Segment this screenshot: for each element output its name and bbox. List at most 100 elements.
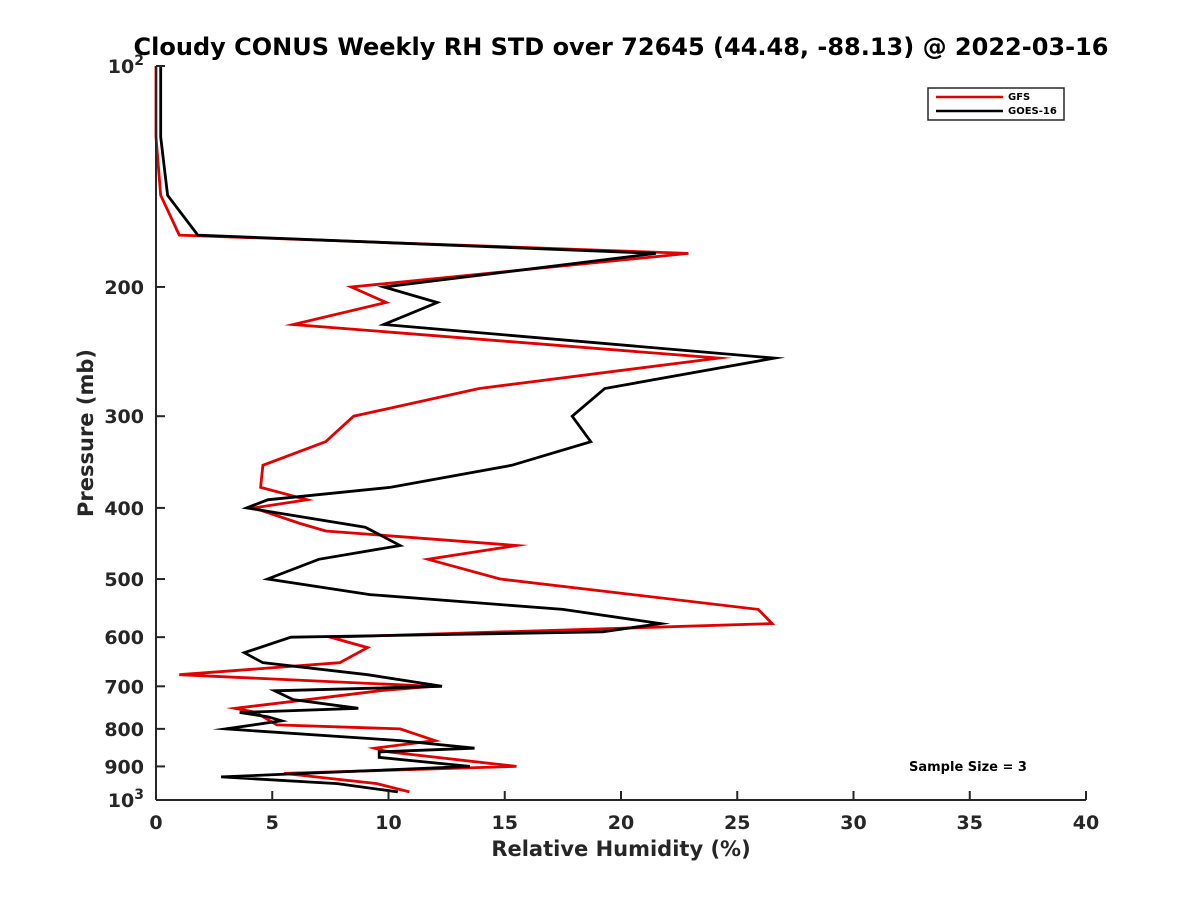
x-tick-label-0: 0 bbox=[149, 812, 162, 834]
y-tick-label-300: 300 bbox=[104, 406, 144, 428]
data-point-gfs-26 bbox=[178, 674, 180, 676]
data-point-goes16-10 bbox=[571, 415, 573, 417]
data-point-goes16-7 bbox=[383, 323, 385, 325]
y-tick-label-1000: 103 bbox=[108, 787, 144, 812]
data-point-gfs-39 bbox=[376, 782, 378, 784]
data-point-gfs-18 bbox=[515, 544, 517, 546]
series-layer bbox=[154, 66, 786, 794]
y-tick-label-400: 400 bbox=[104, 498, 144, 520]
y-tick-label-600: 600 bbox=[104, 627, 144, 649]
data-point-gfs-37 bbox=[515, 765, 517, 767]
data-point-goes16-40 bbox=[469, 765, 471, 767]
data-point-goes16-2 bbox=[166, 194, 168, 196]
data-point-gfs-25 bbox=[339, 662, 341, 664]
chart-title: Cloudy CONUS Weekly RH STD over 72645 (4… bbox=[134, 33, 1109, 61]
x-tick-label-10: 10 bbox=[375, 812, 401, 834]
data-point-goes16-42 bbox=[336, 782, 338, 784]
data-point-goes16-15 bbox=[246, 507, 248, 509]
data-point-goes16-29 bbox=[273, 690, 275, 692]
x-tick-label-40: 40 bbox=[1073, 812, 1099, 834]
data-point-gfs-4 bbox=[687, 252, 689, 254]
x-tick-label-25: 25 bbox=[724, 812, 750, 834]
data-point-goes16-32 bbox=[239, 711, 241, 713]
x-tick-label-15: 15 bbox=[492, 812, 518, 834]
data-point-gfs-9 bbox=[478, 387, 480, 389]
legend-label-gfs: GFS bbox=[1008, 92, 1030, 103]
series-line-goes16 bbox=[159, 66, 786, 794]
data-point-goes16-17 bbox=[399, 544, 401, 546]
data-point-gfs-28 bbox=[378, 690, 380, 692]
data-point-goes16-36 bbox=[399, 739, 401, 741]
data-point-gfs-21 bbox=[757, 608, 759, 610]
data-point-gfs-5 bbox=[350, 286, 352, 288]
data-point-gfs-7 bbox=[292, 323, 294, 325]
data-point-gfs-10 bbox=[352, 415, 354, 417]
data-point-goes16-6 bbox=[436, 301, 438, 303]
data-point-goes16-5 bbox=[383, 286, 385, 288]
x-axis-label: Relative Humidity (%) bbox=[491, 837, 750, 861]
data-point-goes16-9 bbox=[604, 387, 606, 389]
data-point-goes16-28 bbox=[441, 685, 443, 687]
x-tick-label-20: 20 bbox=[608, 812, 634, 834]
y-tick-label-800: 800 bbox=[104, 719, 144, 741]
data-point-goes16-30 bbox=[292, 699, 294, 701]
data-point-goes16-16 bbox=[364, 526, 366, 528]
series-line-gfs bbox=[154, 66, 776, 794]
legend-label-goes16: GOES-16 bbox=[1008, 106, 1057, 117]
data-point-gfs-6 bbox=[385, 301, 387, 303]
data-point-goes16-14 bbox=[266, 499, 268, 501]
data-point-goes16-26 bbox=[262, 662, 264, 664]
data-point-gfs-11 bbox=[325, 441, 327, 443]
legend-box bbox=[927, 87, 1065, 121]
data-point-gfs-8 bbox=[717, 357, 719, 359]
y-axis-label: Pressure (mb) bbox=[74, 349, 98, 517]
data-point-goes16-1 bbox=[160, 136, 162, 138]
data-point-goes16-23 bbox=[601, 631, 603, 633]
data-point-gfs-34 bbox=[434, 739, 436, 741]
y-ticks: 102 200 300 400 500 600 700 800 900 103 bbox=[104, 53, 165, 812]
data-point-goes16-33 bbox=[266, 716, 268, 718]
data-point-goes16-22 bbox=[659, 622, 661, 624]
data-point-goes16-38 bbox=[378, 751, 380, 753]
data-point-goes16-13 bbox=[390, 486, 392, 488]
data-point-gfs-3 bbox=[178, 234, 180, 236]
data-point-gfs-32 bbox=[276, 724, 278, 726]
data-point-gfs-17 bbox=[325, 530, 327, 532]
data-point-goes16-41 bbox=[220, 776, 222, 778]
data-point-gfs-40 bbox=[408, 791, 410, 793]
data-point-goes16-43 bbox=[397, 791, 399, 793]
data-point-goes16-12 bbox=[511, 464, 513, 466]
x-tick-label-5: 5 bbox=[266, 812, 279, 834]
data-point-gfs-2 bbox=[160, 194, 162, 196]
data-point-gfs-16 bbox=[299, 522, 301, 524]
data-point-goes16-20 bbox=[369, 593, 371, 595]
data-point-goes16-21 bbox=[562, 608, 564, 610]
sample-size-annotation: Sample Size = 3 bbox=[909, 760, 1027, 775]
y-tick-label-900: 900 bbox=[104, 756, 144, 778]
data-point-gfs-14 bbox=[306, 499, 308, 501]
data-point-gfs-33 bbox=[399, 728, 401, 730]
data-point-gfs-12 bbox=[262, 464, 264, 466]
data-point-goes16-19 bbox=[266, 578, 268, 580]
data-point-goes16-31 bbox=[357, 707, 359, 709]
x-ticks: 0 5 10 15 20 25 30 35 40 bbox=[149, 791, 1099, 834]
data-point-goes16-4 bbox=[655, 252, 657, 254]
data-point-goes16-3 bbox=[197, 234, 199, 236]
data-point-gfs-20 bbox=[499, 578, 501, 580]
data-point-goes16-24 bbox=[290, 636, 292, 638]
data-point-gfs-19 bbox=[427, 558, 429, 560]
data-point-gfs-35 bbox=[373, 747, 375, 749]
data-point-gfs-30 bbox=[234, 707, 236, 709]
y-tick-label-500: 500 bbox=[104, 569, 144, 591]
y-tick-label-700: 700 bbox=[104, 676, 144, 698]
data-point-goes16-27 bbox=[366, 674, 368, 676]
data-point-goes16-11 bbox=[590, 441, 592, 443]
data-point-goes16-37 bbox=[473, 747, 475, 749]
x-tick-label-35: 35 bbox=[957, 812, 983, 834]
data-point-gfs-22 bbox=[771, 622, 773, 624]
data-point-goes16-39 bbox=[378, 756, 380, 758]
data-point-goes16-35 bbox=[225, 728, 227, 730]
data-point-goes16-8 bbox=[773, 357, 775, 359]
